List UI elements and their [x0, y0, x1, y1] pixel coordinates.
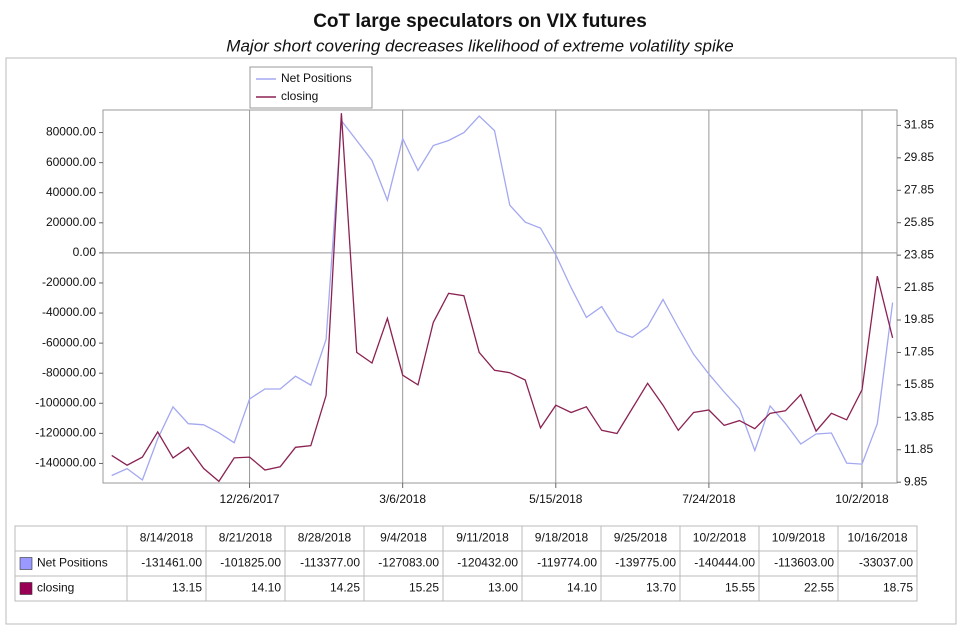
y2-tick-label: 25.85: [904, 215, 934, 229]
x-tick-label: 3/6/2018: [379, 492, 426, 506]
table-header: 10/9/2018: [772, 531, 826, 545]
table-cell: -119774.00: [537, 556, 597, 570]
y-tick-label: -140000.00: [35, 456, 96, 470]
table-cell: 13.00: [488, 581, 518, 595]
table-cell: 13.70: [646, 581, 676, 595]
table-cell: -101825.00: [220, 556, 281, 570]
table-swatch: [19, 582, 33, 595]
table-cell: -113377.00: [300, 556, 360, 570]
y2-tick-label: 23.85: [904, 247, 934, 261]
table-cell: -33037.00: [859, 556, 913, 570]
table-cell: 15.55: [725, 581, 755, 595]
y-tick-label: -80000.00: [42, 365, 96, 379]
y2-tick-label: 29.85: [904, 150, 934, 164]
legend-box: [249, 66, 373, 109]
y2-tick-label: 31.85: [904, 118, 934, 132]
table-header: 8/21/2018: [219, 531, 273, 545]
y2-tick-label: 19.85: [904, 312, 934, 326]
y-tick-label: -40000.00: [42, 305, 96, 319]
table-cell: 13.15: [172, 581, 202, 595]
y2-tick-label: 11.85: [904, 442, 933, 456]
table-header: 10/16/2018: [847, 531, 907, 545]
table-cell: -140444.00: [694, 556, 755, 570]
y2-tick-label: 9.85: [904, 474, 928, 488]
table-header: 9/11/2018: [456, 531, 509, 545]
table-cell: 14.25: [330, 581, 360, 595]
y-tick-label: 20000.00: [46, 215, 96, 229]
table-cell: -131461.00: [141, 556, 202, 570]
y-tick-label: 60000.00: [46, 155, 96, 169]
table-cell: -127083.00: [378, 556, 439, 570]
table-cell: 14.10: [251, 581, 281, 595]
x-tick-label: 12/26/2017: [220, 492, 280, 506]
y2-tick-label: 13.85: [904, 409, 934, 423]
chart-title: CoT large speculators on VIX futures: [313, 11, 647, 32]
table-cell: 15.25: [409, 581, 439, 595]
table-header: 9/4/2018: [380, 531, 427, 545]
y-tick-label: -60000.00: [42, 335, 96, 349]
series-line: [111, 115, 894, 482]
y2-tick-label: 17.85: [904, 345, 934, 359]
table-cell: -113603.00: [774, 556, 834, 570]
table-cell: -139775.00: [615, 556, 676, 570]
chart-subtitle: Major short covering decreases likelihoo…: [226, 36, 733, 55]
table-header: 9/25/2018: [614, 531, 668, 545]
x-tick-label: 7/24/2018: [682, 492, 736, 506]
y-tick-label: 0.00: [73, 245, 97, 259]
x-tick-label: 5/15/2018: [529, 492, 583, 506]
legend-label: closing: [281, 89, 318, 103]
table-header: 9/18/2018: [535, 531, 589, 545]
y-tick-label: -20000.00: [42, 275, 96, 289]
y2-tick-label: 15.85: [904, 377, 934, 391]
y2-tick-label: 21.85: [904, 280, 934, 294]
frame: [5, 57, 957, 625]
y2-tick-label: 27.85: [904, 182, 934, 196]
plot-area: [102, 109, 898, 484]
table-header: 10/2/2018: [693, 531, 747, 545]
table-row-name: Net Positions: [37, 556, 108, 570]
table-cell: 14.10: [567, 581, 597, 595]
table-cell: -120432.00: [457, 556, 518, 570]
y-tick-label: -100000.00: [35, 395, 96, 409]
legend-label: Net Positions: [281, 71, 352, 85]
table-header: 8/28/2018: [298, 531, 352, 545]
y-tick-label: 80000.00: [46, 125, 96, 139]
table-row-name: closing: [37, 581, 74, 595]
table-cell: 18.75: [883, 581, 913, 595]
series-line: [111, 113, 894, 483]
table-header: 8/14/2018: [140, 531, 194, 545]
y-tick-label: 40000.00: [46, 185, 96, 199]
table-swatch: [19, 557, 33, 570]
y-tick-label: -120000.00: [35, 426, 96, 440]
table-cell: 22.55: [804, 581, 834, 595]
x-tick-label: 10/2/2018: [835, 492, 889, 506]
